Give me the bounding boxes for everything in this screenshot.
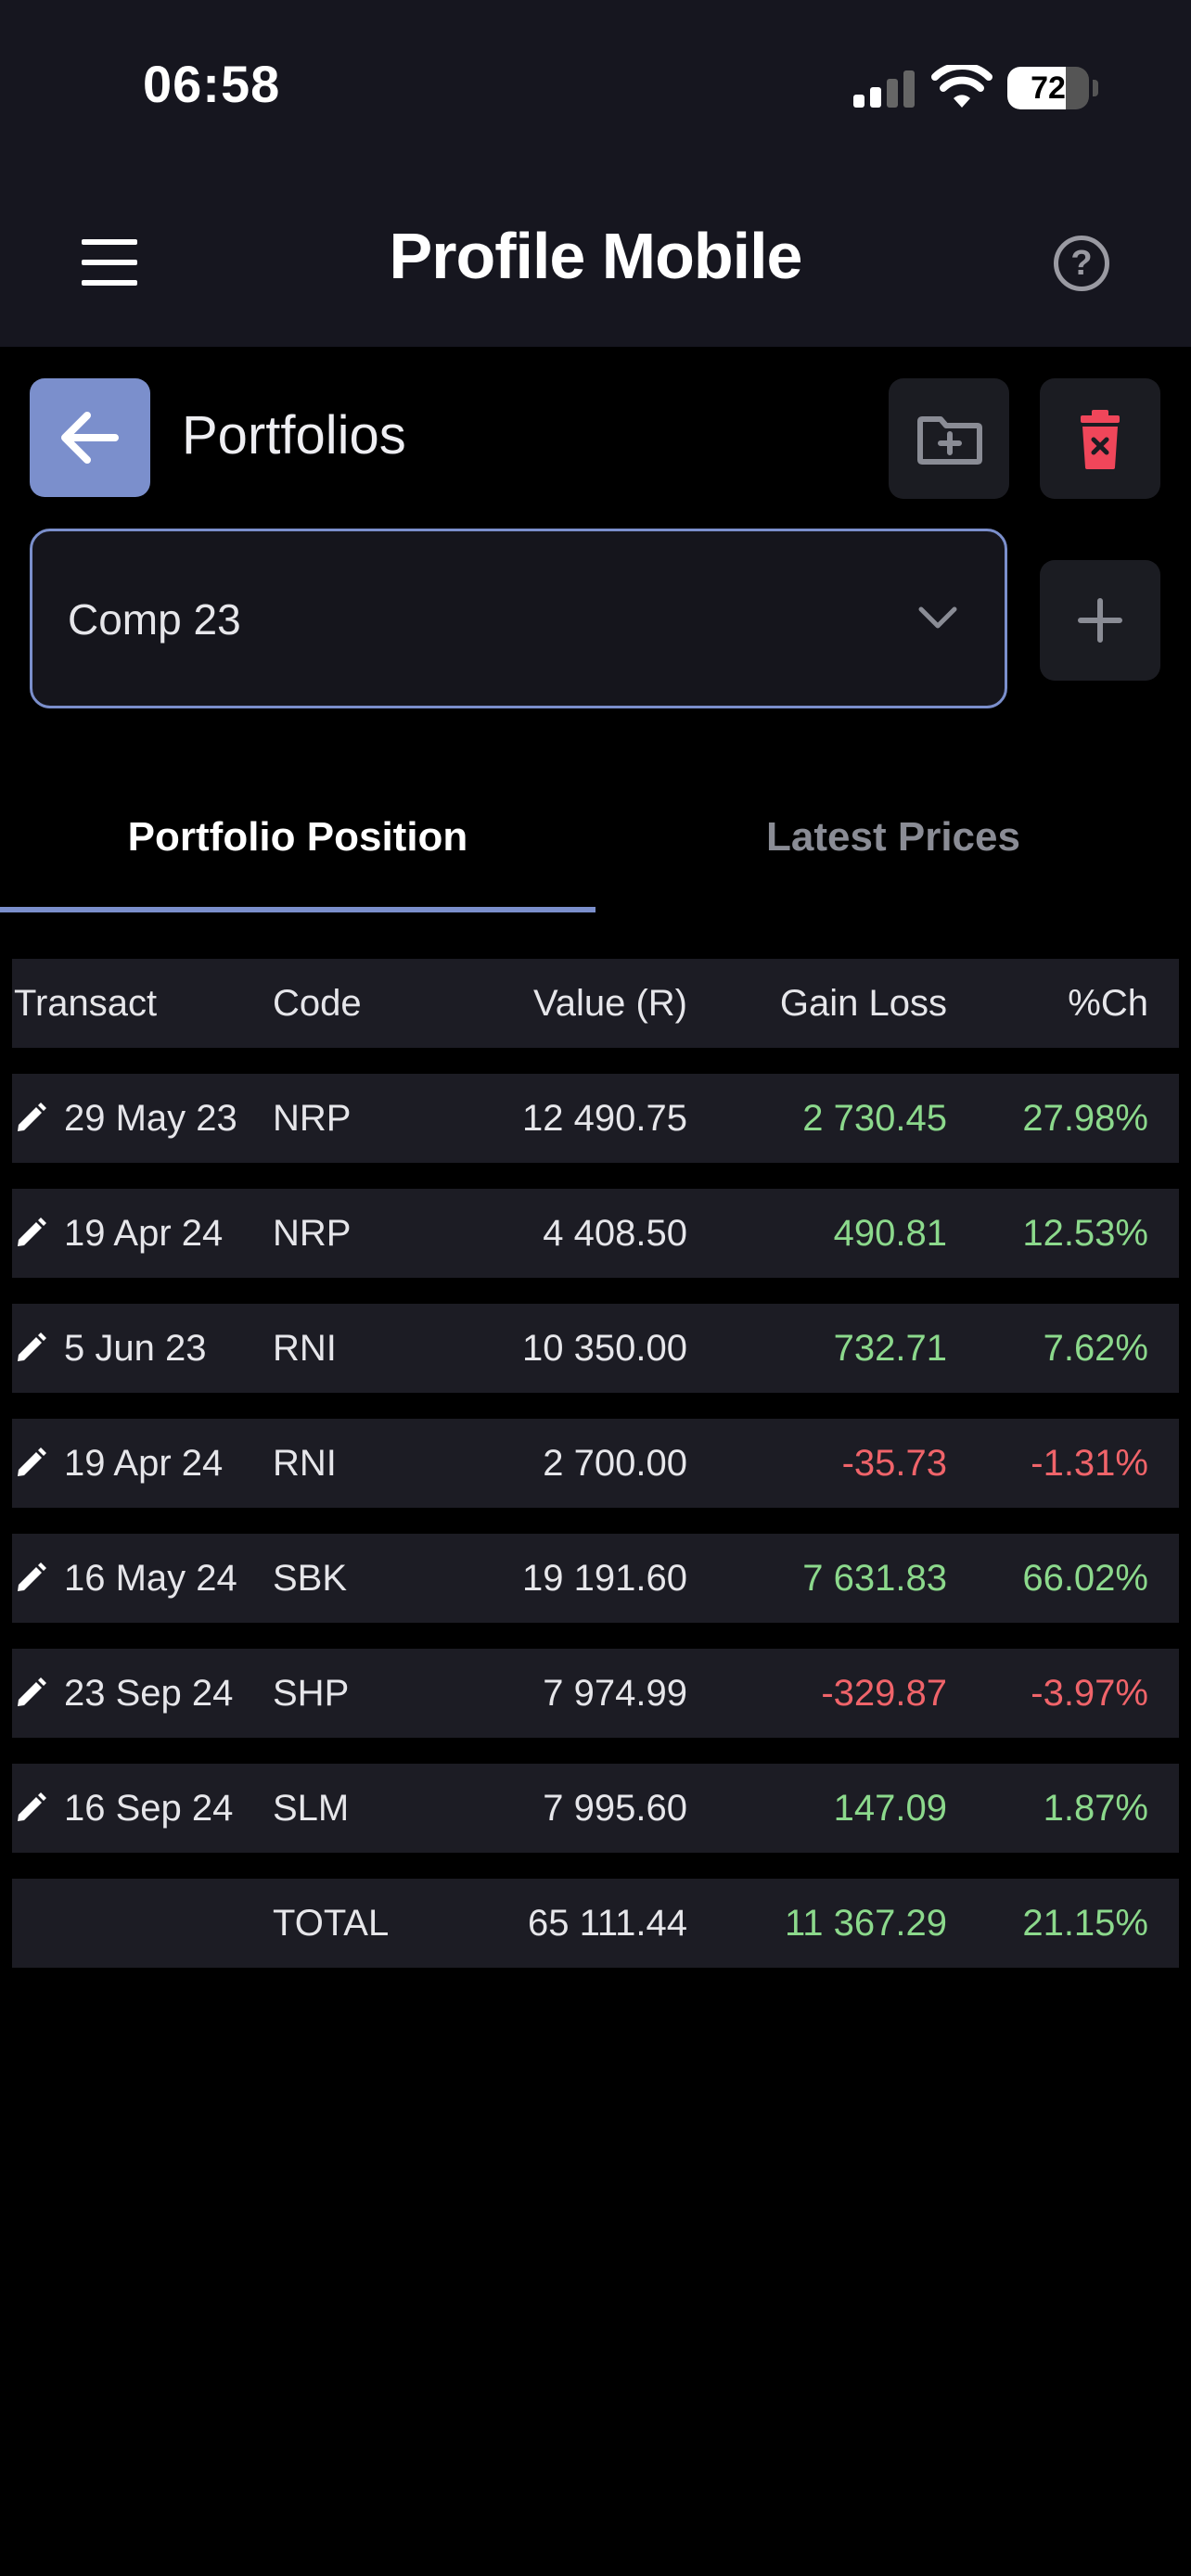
row-date: 19 Apr 24 bbox=[64, 1443, 224, 1484]
row-code: SLM bbox=[273, 1788, 350, 1829]
row-pct-change: 66.02% bbox=[1022, 1558, 1148, 1599]
row-code: RNI bbox=[273, 1328, 337, 1369]
row-pct-change: 7.62% bbox=[1043, 1328, 1148, 1369]
table-row[interactable]: 19 Apr 24 NRP 4 408.50 490.81 12.53% bbox=[12, 1189, 1179, 1278]
column-header-pct-change: %Ch bbox=[1068, 983, 1148, 1024]
pencil-edit-icon[interactable] bbox=[14, 1562, 47, 1595]
app-header: 06:58 72 Profile Mobile ? bbox=[0, 0, 1191, 347]
new-folder-button[interactable] bbox=[889, 378, 1009, 499]
column-header-transact: Transact bbox=[14, 983, 158, 1024]
total-label: TOTAL bbox=[273, 1903, 390, 1944]
tab-portfolio-position[interactable]: Portfolio Position bbox=[127, 814, 468, 860]
hamburger-menu-icon[interactable] bbox=[70, 232, 148, 293]
row-date: 16 May 24 bbox=[64, 1558, 237, 1599]
row-value: 7 974.99 bbox=[543, 1673, 687, 1714]
table-header-row: Transact Code Value (R) Gain Loss %Ch bbox=[12, 959, 1179, 1048]
row-code: NRP bbox=[273, 1098, 352, 1139]
row-code: NRP bbox=[273, 1213, 352, 1254]
row-value: 19 191.60 bbox=[522, 1558, 687, 1599]
pencil-edit-icon[interactable] bbox=[14, 1792, 47, 1825]
status-time: 06:58 bbox=[143, 55, 281, 113]
row-date: 16 Sep 24 bbox=[64, 1788, 234, 1829]
table-row[interactable]: 29 May 23 NRP 12 490.75 2 730.45 27.98% bbox=[12, 1074, 1179, 1163]
wifi-icon bbox=[931, 65, 992, 108]
row-pct-change: 27.98% bbox=[1022, 1098, 1148, 1139]
battery-nub bbox=[1093, 80, 1098, 96]
trash-x-icon bbox=[1081, 410, 1120, 469]
row-date: 19 Apr 24 bbox=[64, 1213, 224, 1254]
question-circle-icon[interactable]: ? bbox=[1054, 236, 1109, 291]
row-value: 10 350.00 bbox=[522, 1328, 687, 1369]
pencil-edit-icon[interactable] bbox=[14, 1102, 47, 1135]
back-button[interactable] bbox=[30, 378, 150, 497]
arrow-left-icon bbox=[61, 412, 119, 464]
row-gain-loss: 147.09 bbox=[833, 1788, 947, 1829]
chevron-down-icon bbox=[918, 606, 957, 629]
table-row[interactable]: 16 May 24 SBK 19 191.60 7 631.83 66.02% bbox=[12, 1534, 1179, 1623]
section-title: Portfolios bbox=[182, 405, 406, 465]
total-pct-change: 21.15% bbox=[1022, 1903, 1148, 1944]
row-gain-loss: 7 631.83 bbox=[802, 1558, 947, 1599]
folder-plus-icon bbox=[917, 416, 982, 465]
row-code: SBK bbox=[273, 1558, 348, 1599]
row-date: 5 Jun 23 bbox=[64, 1328, 207, 1369]
row-gain-loss: 2 730.45 bbox=[802, 1098, 947, 1139]
row-pct-change: -1.31% bbox=[1031, 1443, 1148, 1484]
row-gain-loss: 490.81 bbox=[833, 1213, 947, 1254]
row-gain-loss: 732.71 bbox=[833, 1328, 947, 1369]
row-date: 29 May 23 bbox=[64, 1098, 237, 1139]
portfolio-select-value: Comp 23 bbox=[68, 595, 241, 644]
app-title: Profile Mobile bbox=[389, 220, 803, 292]
column-header-code: Code bbox=[273, 983, 362, 1024]
tab-latest-prices[interactable]: Latest Prices bbox=[766, 814, 1020, 860]
battery-percent: 72 bbox=[1031, 70, 1066, 106]
column-header-value: Value (R) bbox=[533, 983, 687, 1024]
portfolio-select[interactable]: Comp 23 bbox=[30, 529, 1007, 708]
row-pct-change: 12.53% bbox=[1022, 1213, 1148, 1254]
pencil-edit-icon[interactable] bbox=[14, 1677, 47, 1710]
row-pct-change: -3.97% bbox=[1031, 1673, 1148, 1714]
delete-portfolio-button[interactable] bbox=[1040, 378, 1160, 499]
row-date: 23 Sep 24 bbox=[64, 1673, 234, 1714]
column-header-gain-loss: Gain Loss bbox=[779, 983, 947, 1024]
row-value: 12 490.75 bbox=[522, 1098, 687, 1139]
cellular-signal-icon bbox=[853, 70, 915, 108]
battery-indicator: 72 bbox=[1007, 67, 1089, 109]
total-value: 65 111.44 bbox=[527, 1903, 687, 1944]
row-value: 7 995.60 bbox=[543, 1788, 687, 1829]
battery-level-fill bbox=[1007, 67, 1067, 109]
row-pct-change: 1.87% bbox=[1043, 1788, 1148, 1829]
plus-icon bbox=[1078, 598, 1122, 643]
table-total-row: TOTAL 65 111.44 11 367.29 21.15% bbox=[12, 1879, 1179, 1968]
row-value: 4 408.50 bbox=[543, 1213, 687, 1254]
row-code: RNI bbox=[273, 1443, 337, 1484]
help-glyph: ? bbox=[1070, 244, 1093, 283]
table-row[interactable]: 23 Sep 24 SHP 7 974.99 -329.87 -3.97% bbox=[12, 1649, 1179, 1738]
table-row[interactable]: 5 Jun 23 RNI 10 350.00 732.71 7.62% bbox=[12, 1304, 1179, 1393]
row-gain-loss: -329.87 bbox=[821, 1673, 947, 1714]
table-row[interactable]: 16 Sep 24 SLM 7 995.60 147.09 1.87% bbox=[12, 1764, 1179, 1853]
table-row[interactable]: 19 Apr 24 RNI 2 700.00 -35.73 -1.31% bbox=[12, 1419, 1179, 1508]
pencil-edit-icon[interactable] bbox=[14, 1332, 47, 1365]
row-value: 2 700.00 bbox=[543, 1443, 687, 1484]
add-transaction-button[interactable] bbox=[1040, 560, 1160, 681]
row-code: SHP bbox=[273, 1673, 350, 1714]
total-gain-loss: 11 367.29 bbox=[785, 1903, 947, 1944]
pencil-edit-icon[interactable] bbox=[14, 1447, 47, 1480]
row-gain-loss: -35.73 bbox=[841, 1443, 947, 1484]
active-tab-indicator bbox=[0, 907, 596, 912]
pencil-edit-icon[interactable] bbox=[14, 1217, 47, 1250]
